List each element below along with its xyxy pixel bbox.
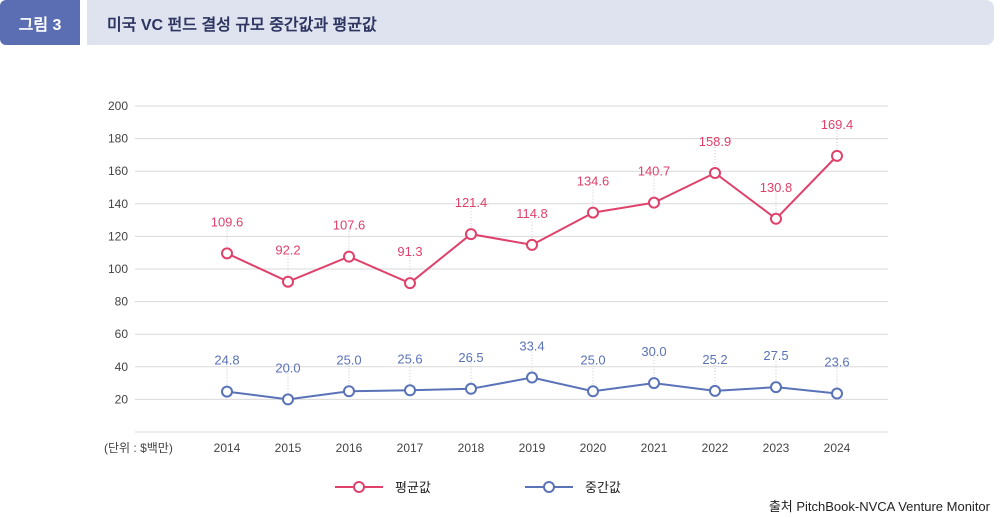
data-label: 121.4 bbox=[455, 195, 488, 210]
data-label: 107.6 bbox=[333, 218, 366, 233]
data-point bbox=[770, 212, 782, 225]
x-tick-label: 2016 bbox=[336, 441, 363, 455]
y-tick-label: 20 bbox=[115, 392, 129, 406]
legend-marker bbox=[353, 481, 365, 493]
x-axis: 2014 2015 2016 2017 2018 2019 2020 2021 2022 2023… bbox=[214, 441, 851, 455]
data-label: 158.9 bbox=[699, 134, 732, 149]
data-label: 25.0 bbox=[336, 352, 361, 367]
data-label: 33.4 bbox=[519, 339, 544, 354]
data-label: 140.7 bbox=[638, 164, 671, 179]
figure-number-tag: 그림 3 bbox=[0, 0, 80, 45]
figure-title: 미국 VC 펀드 결성 규모 중간값과 평균값 bbox=[107, 16, 377, 34]
x-tick-label: 2023 bbox=[763, 441, 790, 455]
data-point bbox=[465, 382, 477, 395]
figure-header: 그림 3 미국 VC 펀드 결성 규모 중간값과 평균값 bbox=[0, 0, 994, 45]
data-point bbox=[282, 393, 294, 406]
data-point bbox=[770, 381, 782, 394]
legend-marker bbox=[543, 481, 555, 493]
x-tick-label: 2017 bbox=[397, 441, 424, 455]
data-point bbox=[526, 238, 538, 251]
data-point bbox=[831, 149, 843, 162]
legend-label: 평균값 bbox=[395, 480, 431, 495]
x-tick-label: 2021 bbox=[641, 441, 668, 455]
data-point bbox=[282, 275, 294, 288]
series-group: 109.6 92.2 107.6 91.3 121.4 114.8 134.6 140.7 15… bbox=[211, 117, 854, 406]
y-tick-label: 200 bbox=[108, 99, 128, 113]
y-tick-label: 120 bbox=[108, 229, 128, 243]
data-label: 25.0 bbox=[580, 352, 605, 367]
data-point bbox=[465, 228, 477, 241]
data-point bbox=[404, 277, 416, 290]
y-tick-label: 60 bbox=[115, 327, 129, 341]
y-tick-label: 80 bbox=[115, 295, 129, 309]
data-label: 169.4 bbox=[821, 117, 854, 132]
data-label: 23.6 bbox=[824, 355, 849, 370]
data-label: 25.6 bbox=[397, 351, 422, 366]
x-tick-label: 2015 bbox=[275, 441, 302, 455]
y-tick-label: 160 bbox=[108, 164, 128, 178]
data-label: 109.6 bbox=[211, 214, 244, 229]
data-point bbox=[587, 385, 599, 398]
x-tick-label: 2014 bbox=[214, 441, 241, 455]
data-label: 24.8 bbox=[214, 353, 239, 368]
x-tick-label: 2020 bbox=[580, 441, 607, 455]
data-label: 92.2 bbox=[275, 243, 300, 258]
data-label: 26.5 bbox=[458, 350, 483, 365]
data-label: 114.8 bbox=[516, 206, 548, 221]
y-tick-label: 40 bbox=[115, 360, 129, 374]
x-tick-label: 2018 bbox=[458, 441, 485, 455]
data-point bbox=[587, 206, 599, 219]
data-point bbox=[221, 247, 233, 260]
unit-label: (단위 : $백만) bbox=[104, 441, 173, 455]
legend-label: 중간값 bbox=[585, 480, 621, 495]
figure-title-bar: 미국 VC 펀드 결성 규모 중간값과 평균값 bbox=[87, 0, 994, 45]
data-label: 30.0 bbox=[641, 344, 666, 359]
data-point bbox=[831, 387, 843, 400]
data-point bbox=[648, 196, 660, 209]
data-label: 25.2 bbox=[702, 352, 727, 367]
y-tick-label: 100 bbox=[108, 262, 128, 276]
data-label: 130.8 bbox=[760, 180, 793, 195]
data-point bbox=[709, 166, 721, 179]
x-tick-label: 2024 bbox=[824, 441, 851, 455]
source-note: 출처 PitchBook-NVCA Venture Monitor bbox=[768, 499, 990, 514]
x-tick-label: 2022 bbox=[702, 441, 729, 455]
data-point bbox=[526, 371, 538, 384]
x-tick-label: 2019 bbox=[519, 441, 546, 455]
data-point bbox=[709, 384, 721, 397]
data-label: 20.0 bbox=[275, 360, 300, 375]
y-tick-label: 140 bbox=[108, 197, 128, 211]
data-label: 91.3 bbox=[397, 244, 422, 259]
data-point bbox=[343, 250, 355, 263]
y-axis: 20 40 60 80 100 120 140 160 180 200 bbox=[108, 99, 128, 406]
data-point bbox=[404, 384, 416, 397]
data-point bbox=[648, 377, 660, 390]
y-tick-label: 180 bbox=[108, 132, 128, 146]
legend: 평균값 중간값 bbox=[335, 480, 621, 495]
data-label: 27.5 bbox=[763, 348, 788, 363]
data-label: 134.6 bbox=[577, 174, 610, 189]
data-point bbox=[343, 385, 355, 398]
data-point bbox=[221, 385, 233, 398]
